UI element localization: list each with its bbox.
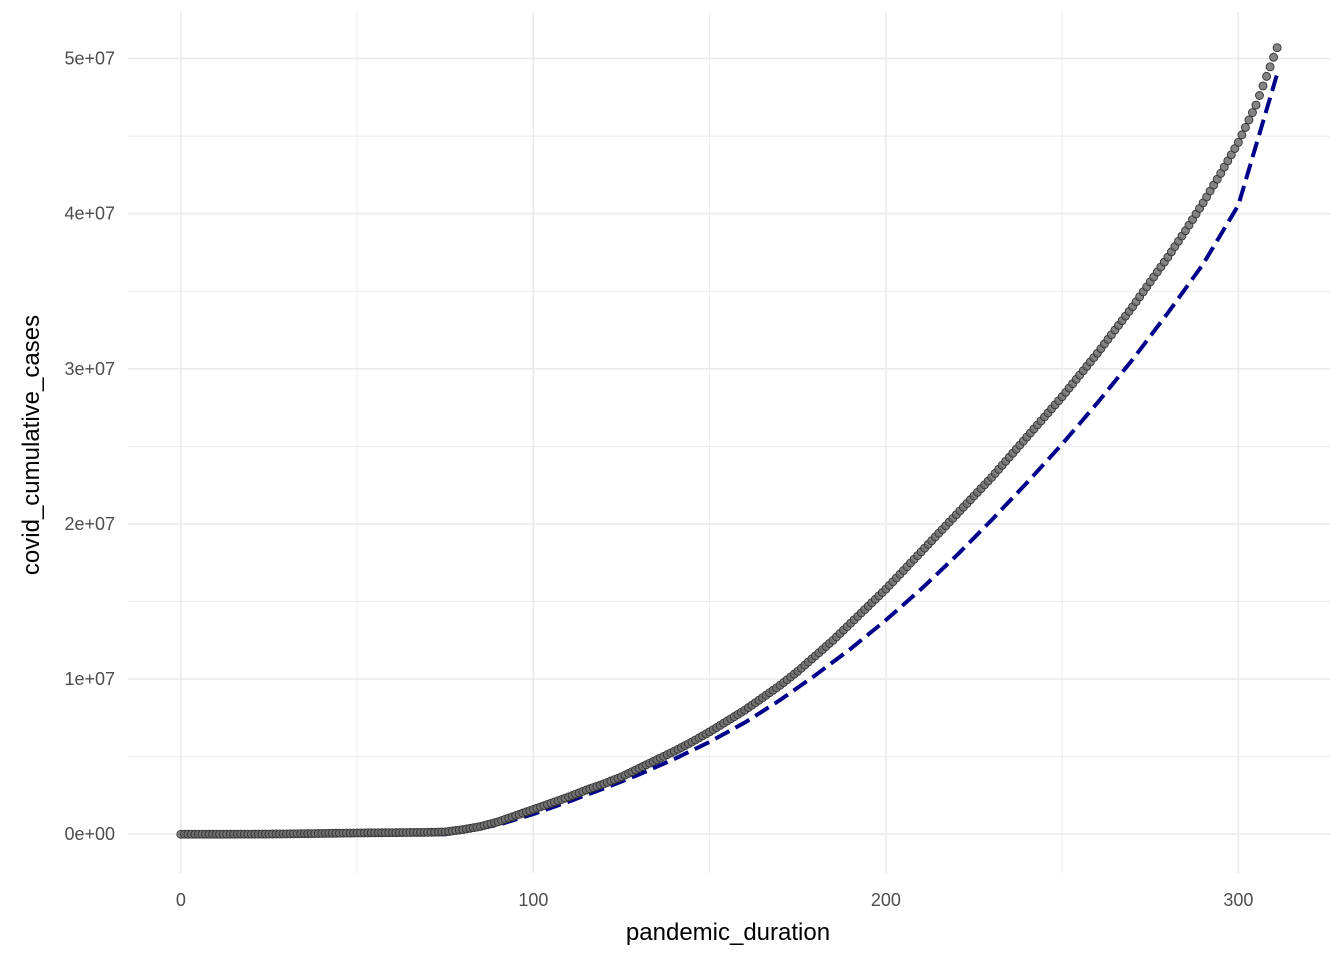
data-point [1240, 122, 1250, 132]
y-axis-tick-labels: 0e+00 1e+07 2e+07 3e+07 4e+07 5e+07 [64, 49, 115, 845]
data-point [1265, 62, 1275, 72]
data-point [1233, 137, 1243, 147]
data-point [1269, 52, 1279, 62]
major-gridlines [128, 12, 1330, 873]
x-axis-title: pandemic_duration [626, 919, 830, 946]
y-tick-label: 1e+07 [64, 669, 115, 689]
x-tick-label: 100 [518, 890, 548, 910]
y-tick-label: 4e+07 [64, 204, 115, 224]
x-tick-label: 200 [871, 890, 901, 910]
data-point [1262, 71, 1272, 81]
y-tick-label: 3e+07 [64, 359, 115, 379]
minor-gridlines [128, 12, 1330, 873]
data-point [1237, 130, 1247, 140]
data-point [1244, 115, 1254, 125]
y-axis-title: covid_cumulative_cases [18, 315, 45, 575]
data-point [1272, 43, 1282, 53]
data-point [1247, 108, 1257, 117]
data-point [1251, 100, 1261, 110]
y-tick-label: 2e+07 [64, 514, 115, 534]
x-axis-tick-labels: 0 100 200 300 [176, 890, 1254, 910]
x-tick-label: 300 [1223, 890, 1253, 910]
data-point [1258, 81, 1268, 91]
x-tick-label: 0 [176, 890, 186, 910]
y-tick-label: 5e+07 [64, 49, 115, 69]
y-tick-label: 0e+00 [64, 824, 115, 844]
data-points [176, 43, 1282, 839]
data-point [1255, 91, 1264, 100]
fit-line-path [180, 73, 1280, 837]
fitted-curve [180, 73, 1280, 837]
